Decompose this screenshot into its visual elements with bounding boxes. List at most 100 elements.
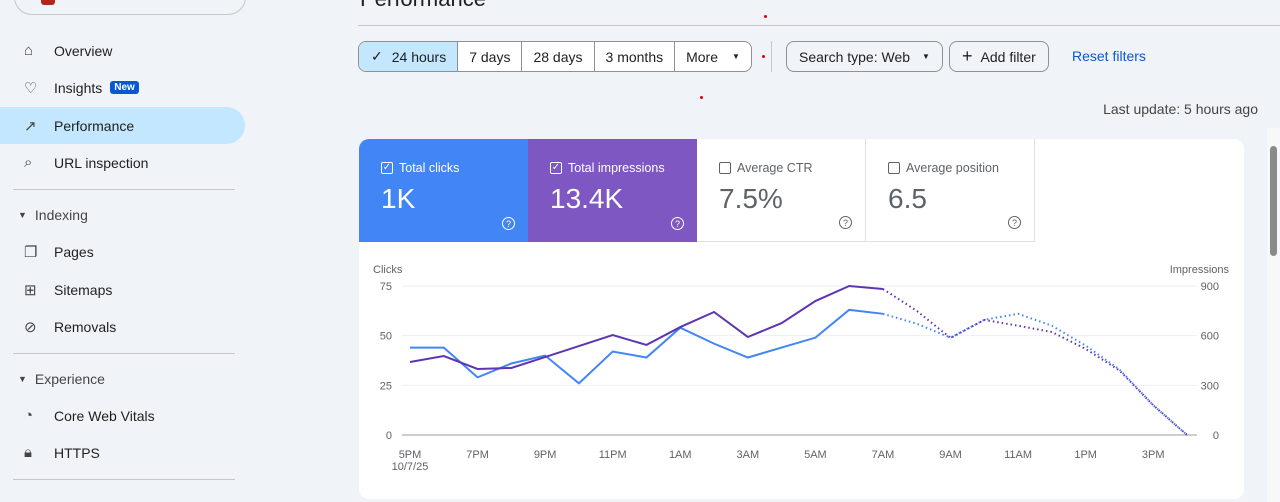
y-tick-left: 25: [380, 380, 392, 392]
y-tick-right: 900: [1201, 281, 1219, 293]
metric-average-ctr[interactable]: Average CTR 7.5% ?: [697, 139, 866, 242]
metric-label: Total impressions: [568, 161, 665, 175]
caret-down-icon: ▼: [732, 52, 740, 61]
sidebar-item-label: Pages: [54, 243, 94, 260]
metric-value: 6.5: [888, 183, 927, 214]
sidebar-item-label: Core Web Vitals: [54, 407, 155, 424]
x-tick: 5AM: [804, 449, 827, 461]
sidebar-item-url-inspection[interactable]: ⌕ URL inspection: [0, 144, 245, 181]
search-icon: ⌕: [24, 154, 33, 171]
property-selector[interactable]: [14, 0, 246, 15]
metric-average-position[interactable]: Average position 6.5 ?: [866, 139, 1035, 242]
scrollbar[interactable]: [1267, 128, 1280, 502]
metric-label: Total clicks: [399, 161, 460, 175]
y-axis-left-label: Clicks: [373, 264, 403, 276]
marker-dot: [700, 96, 703, 99]
divider: [771, 41, 772, 72]
pages-icon: ❐: [24, 243, 38, 261]
trending-up-icon: ↗: [24, 117, 37, 135]
marker-dot: [764, 15, 767, 18]
sidebar-item-performance[interactable]: ↗ Performance: [0, 107, 245, 144]
help-icon[interactable]: ?: [671, 217, 684, 230]
checkbox-checked-icon[interactable]: ✓: [550, 162, 562, 174]
y-tick-right: 600: [1201, 331, 1219, 343]
last-update: Last update: 5 hours ago: [1103, 101, 1258, 117]
sidebar-item-removals[interactable]: ⊘ Removals: [0, 308, 245, 345]
y-tick-right: 300: [1201, 380, 1219, 392]
sidebar-item-label: HTTPS: [54, 444, 100, 461]
help-icon[interactable]: ?: [1008, 216, 1021, 229]
divider: [13, 353, 235, 354]
metric-value: 1K: [381, 183, 416, 214]
metric-value: 13.4K: [550, 183, 624, 214]
checkbox-unchecked-icon[interactable]: [719, 162, 731, 174]
metric-total-impressions[interactable]: ✓ Total impressions 13.4K ?: [528, 139, 697, 242]
sidebar-item-label: Performance: [54, 117, 135, 134]
add-filter-label: Add filter: [980, 48, 1036, 65]
metric-label: Average CTR: [737, 161, 813, 175]
gauge-icon: ◔: [24, 407, 34, 424]
date-range-selector[interactable]: ✓ 24 hours 7 days 28 days 3 months More ▼: [358, 41, 752, 72]
performance-card: ✓ Total clicks 1K ? ✓ Total impressions 13…: [359, 139, 1244, 499]
y-tick-left: 50: [380, 331, 392, 343]
sitemap-icon: ⊞: [24, 281, 37, 299]
metric-value: 7.5%: [719, 183, 783, 214]
range-24-hours[interactable]: ✓ 24 hours: [359, 42, 459, 71]
range-label: 24 hours: [391, 48, 447, 65]
section-label: Indexing: [34, 207, 88, 223]
sidebar-item-core-web-vitals[interactable]: ◔ Core Web Vitals: [0, 397, 245, 434]
help-icon[interactable]: ?: [839, 216, 852, 229]
checkbox-unchecked-icon[interactable]: [888, 162, 900, 174]
divider: [358, 25, 1280, 26]
plus-icon: +: [962, 46, 973, 66]
marker-dot: [762, 55, 765, 58]
x-tick: 9PM: [534, 449, 557, 461]
x-tick: 1AM: [669, 449, 692, 461]
property-favicon-icon: [41, 0, 55, 5]
range-more[interactable]: More ▼: [675, 42, 751, 71]
range-7-days[interactable]: 7 days: [458, 42, 523, 71]
lightbulb-icon: ♡: [24, 79, 38, 97]
series-line-clicks: [410, 308, 884, 385]
range-28-days[interactable]: 28 days: [522, 42, 595, 71]
series-projection-clicks: [882, 312, 1188, 436]
section-experience[interactable]: ▼ Experience: [18, 371, 105, 387]
x-tick: 9AM: [939, 449, 962, 461]
caret-down-icon: ▼: [18, 374, 27, 384]
divider: [13, 189, 235, 190]
metric-label: Average position: [906, 161, 999, 175]
range-3-months[interactable]: 3 months: [595, 42, 676, 71]
x-tick: 11PM: [599, 449, 627, 461]
sidebar-item-sitemaps[interactable]: ⊞ Sitemaps: [0, 271, 245, 308]
sidebar-item-pages[interactable]: ❐ Pages: [0, 233, 245, 270]
page-title: Performance: [360, 0, 486, 12]
x-tick: 11AM: [1004, 449, 1032, 461]
sidebar-item-label: Removals: [54, 318, 117, 335]
sidebar-item-label: Insights: [54, 79, 103, 96]
x-tick: 3PM: [1142, 449, 1165, 461]
search-type-label: Search type: Web: [799, 48, 911, 65]
scrollbar-thumb[interactable]: [1270, 146, 1277, 256]
sidebar-item-insights[interactable]: ♡ Insights New: [0, 69, 245, 106]
help-icon[interactable]: ?: [502, 217, 515, 230]
eye-off-icon: ⊘: [24, 318, 37, 336]
series-projection-impressions: [882, 288, 1188, 436]
y-tick-left: 0: [386, 430, 392, 442]
add-filter-button[interactable]: + Add filter: [949, 41, 1049, 72]
caret-down-icon: ▼: [922, 52, 930, 61]
search-type-button[interactable]: Search type: Web ▼: [786, 41, 943, 72]
metric-total-clicks[interactable]: ✓ Total clicks 1K ?: [359, 139, 528, 242]
reset-filters-link[interactable]: Reset filters: [1072, 48, 1146, 64]
check-icon: ✓: [371, 48, 383, 64]
x-tick: 3AM: [737, 449, 760, 461]
lock-icon: 🔒︎: [24, 444, 32, 461]
x-tick: 5PM: [399, 449, 422, 461]
sidebar-item-label: URL inspection: [54, 154, 149, 171]
checkbox-checked-icon[interactable]: ✓: [381, 162, 393, 174]
section-indexing[interactable]: ▼ Indexing: [18, 207, 88, 223]
y-tick-left: 75: [380, 281, 392, 293]
sidebar-item-label: Overview: [54, 42, 113, 59]
sidebar-item-overview[interactable]: ⌂ Overview: [0, 32, 245, 69]
x-tick: 7AM: [872, 449, 895, 461]
sidebar-item-https[interactable]: 🔒︎ HTTPS: [0, 434, 245, 471]
